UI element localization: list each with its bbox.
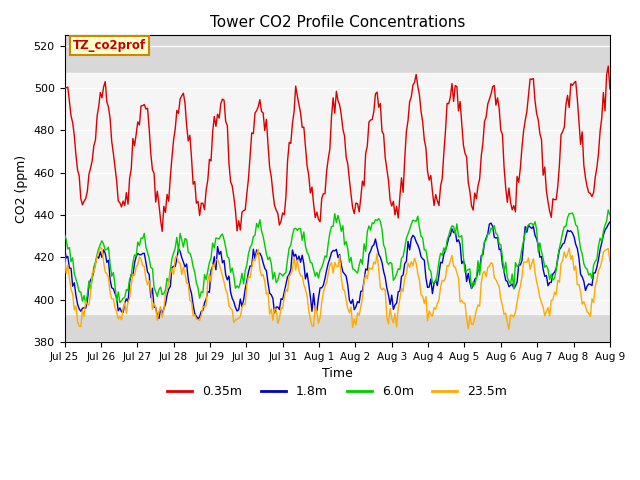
Title: Tower CO2 Profile Concentrations: Tower CO2 Profile Concentrations bbox=[209, 15, 465, 30]
Bar bbox=[65, 73, 610, 314]
X-axis label: Time: Time bbox=[322, 367, 353, 380]
Legend: 0.35m, 1.8m, 6.0m, 23.5m: 0.35m, 1.8m, 6.0m, 23.5m bbox=[162, 380, 512, 403]
Text: TZ_co2prof: TZ_co2prof bbox=[73, 39, 146, 52]
Y-axis label: CO2 (ppm): CO2 (ppm) bbox=[15, 155, 28, 223]
